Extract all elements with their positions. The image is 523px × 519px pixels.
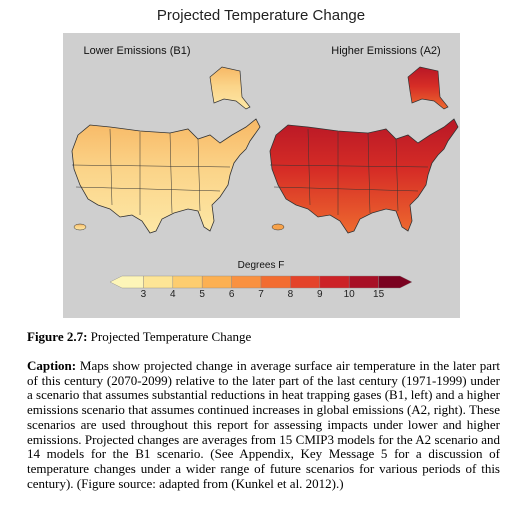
colorbar-segment [172, 275, 203, 289]
map-high [269, 66, 459, 234]
colorbar-tick-label: 3 [141, 289, 147, 300]
figure-caption-line: Figure 2.7: Projected Temperature Change [27, 329, 500, 345]
map-low [71, 66, 261, 234]
legend-title: Degrees F [238, 260, 285, 271]
colorbar-tick-label: 9 [317, 289, 323, 300]
colorbar-segment [231, 275, 262, 289]
map-label: Higher Emissions (A2) [331, 45, 440, 57]
figure: Projected Temperature Change Lower Emiss… [63, 7, 460, 318]
colorbar-tick-label: 4 [170, 289, 176, 300]
caption-label: Caption: [27, 358, 77, 373]
colorbar-segment [201, 275, 232, 289]
figure-caption-title: Projected Temperature Change [90, 329, 252, 344]
colorbar-tick-label: 10 [344, 289, 356, 300]
figure-title: Projected Temperature Change [157, 7, 365, 24]
colorbar: 3 4 5 6 7 8 9 10 15 [109, 275, 413, 300]
colorbar-segment [349, 275, 379, 289]
colorbar-segment [290, 275, 320, 289]
colorbar-tick-label: 6 [229, 289, 235, 300]
colorbar-tick-label: 15 [373, 289, 385, 300]
colorbar-tick-label: 8 [288, 289, 294, 300]
colorbar-tick-label: 7 [258, 289, 264, 300]
map-label: Lower Emissions (B1) [84, 45, 191, 57]
colorbar-segment [378, 275, 413, 289]
colorbar-tick-label: 5 [199, 289, 205, 300]
colorbar-segment [260, 275, 291, 289]
figure-label: Figure 2.7: [27, 329, 88, 344]
colorbar-segment [319, 275, 350, 289]
caption: Caption: Maps show projected change in a… [27, 358, 501, 491]
colorbar-segment [143, 275, 174, 289]
caption-text: Maps show projected change in average su… [27, 358, 501, 491]
